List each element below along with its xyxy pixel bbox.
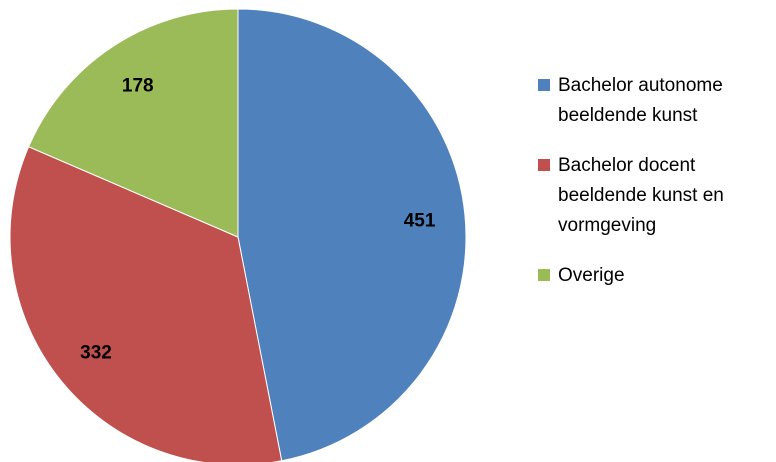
legend-item-1: Bachelor autonome beeldende kunst bbox=[538, 75, 723, 126]
legend-label-1-line-1: Bachelor autonome bbox=[558, 75, 723, 96]
legend-label-2-line-1: Bachelor docent bbox=[558, 155, 696, 176]
legend-label-1-line-2: beeldende kunst bbox=[558, 105, 698, 126]
legend-swatch-2 bbox=[538, 159, 550, 171]
pie-slice-1 bbox=[237, 8, 467, 462]
pie-slice-3 bbox=[27, 8, 239, 238]
legend-item-3: Overige bbox=[538, 265, 625, 286]
legend-item-2: Bachelor docent beeldende kunst en vormgev… bbox=[538, 155, 724, 236]
pie-data-label-2: 332 bbox=[80, 342, 112, 363]
legend-label-3-line-1: Overige bbox=[558, 265, 625, 286]
pie-slices bbox=[9, 8, 467, 462]
pie-data-labels: 451 332 178 bbox=[80, 76, 436, 364]
legend-label-2-line-3: vormgeving bbox=[558, 215, 656, 236]
legend-label-2-line-2: beeldende kunst en bbox=[558, 185, 724, 206]
legend-swatch-1 bbox=[538, 79, 550, 91]
pie-slice-2 bbox=[9, 146, 283, 462]
pie-data-label-1: 451 bbox=[404, 210, 436, 231]
legend-swatch-3 bbox=[538, 269, 550, 281]
pie-data-label-3: 178 bbox=[122, 76, 154, 97]
